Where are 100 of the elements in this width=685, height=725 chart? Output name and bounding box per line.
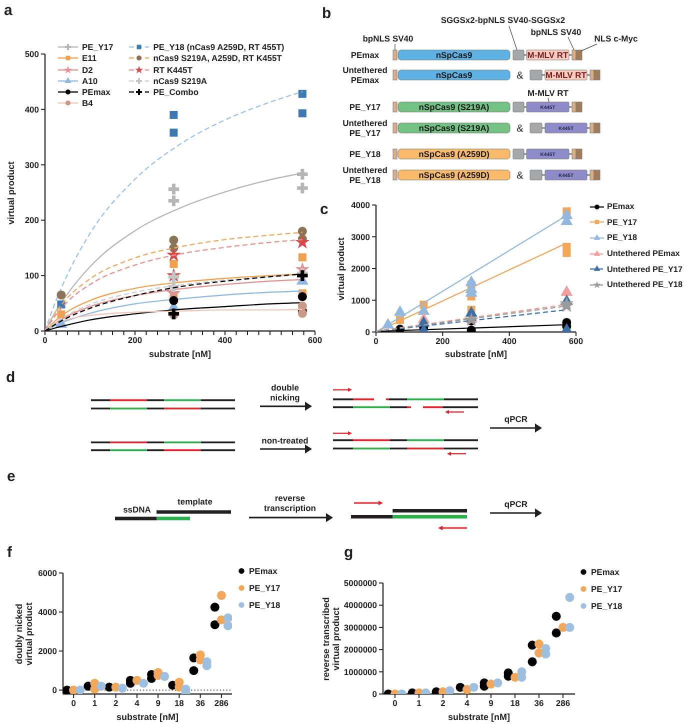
legend-label: A10	[82, 76, 98, 86]
text: non-treated	[262, 436, 308, 446]
x-tick-label: 9	[156, 698, 161, 708]
text: e	[7, 468, 16, 485]
x-tick-label: 0	[71, 698, 76, 708]
point	[295, 234, 310, 248]
text: M-MLV RT	[527, 50, 570, 60]
y-tick-label: 300	[24, 160, 40, 170]
text: d	[6, 369, 16, 386]
text: PEmax	[350, 50, 380, 60]
text: Untethered PE_Y17	[342, 118, 388, 138]
text: &	[516, 124, 524, 134]
chart-title: c	[320, 201, 328, 218]
point	[168, 195, 180, 206]
text: nSpCas9 (S219A)	[418, 102, 490, 112]
x-tick-label: 200	[128, 335, 142, 346]
y-tick-label: 0	[365, 327, 370, 338]
point	[298, 90, 306, 98]
x-tick-label: 600	[568, 336, 584, 346]
legend-label: B4	[82, 98, 93, 108]
point	[394, 305, 406, 316]
x-tick-label: 4	[464, 698, 470, 708]
y-tick-label: 2000000	[344, 644, 378, 655]
x-tick-label: 400	[502, 336, 517, 346]
y-tick-label: 2000	[38, 646, 58, 656]
y-tick-label: 0	[372, 689, 378, 700]
legend-label: PE_Y18	[607, 233, 638, 242]
text: qPCR	[504, 414, 528, 424]
point	[169, 296, 178, 306]
y-tick-label: 3000	[351, 232, 370, 242]
y-axis-title: virtual product	[336, 236, 346, 300]
x-tick-label: 400	[218, 335, 232, 346]
legend-label: Untethered PE_Y17	[607, 264, 683, 274]
text: NLS c-Myc	[594, 34, 638, 44]
text: nSpCas9 (S219A)	[418, 123, 490, 133]
legend-label: PE_Y17	[607, 218, 638, 227]
legend-label: PE_Y17	[591, 584, 622, 594]
legend-label: PE_Combo	[153, 87, 199, 98]
text: bpNLS SV40	[362, 34, 414, 44]
x-tick-label: 2	[440, 698, 446, 708]
y-tick-label: 100	[24, 270, 40, 281]
x-tick-label: 18	[174, 698, 184, 708]
text: nSpCas9	[436, 70, 472, 80]
legend-label: PEmax	[82, 87, 110, 98]
x-tick-label: 1	[416, 698, 422, 708]
y-tick-label: 400	[24, 104, 40, 114]
text: &	[516, 70, 524, 82]
point	[169, 236, 178, 245]
x-tick-label: 36	[534, 698, 544, 708]
legend-label: PEmax	[607, 202, 634, 212]
x-tick-label: 0	[392, 698, 398, 708]
text: PE_Y17	[349, 102, 381, 112]
y-tick-label: 2000	[351, 264, 370, 274]
x-tick-label: 36	[196, 698, 206, 708]
point	[170, 110, 178, 119]
text: nSpCas9 (A259D)	[418, 149, 490, 159]
x-axis-title: substrate [nM]	[448, 712, 510, 722]
point	[559, 296, 574, 310]
legend-label: PE_Y18	[591, 601, 622, 611]
point	[298, 292, 307, 302]
x-tick-label: 200	[436, 336, 450, 346]
text: &	[516, 170, 524, 182]
point	[464, 312, 479, 326]
y-tick-label: 200	[24, 215, 40, 226]
x-axis-title: substrate [nM]	[148, 349, 212, 359]
text: M-MLV RT	[546, 70, 588, 80]
point	[298, 253, 306, 262]
text: PE_Y18	[349, 149, 381, 159]
text: Untethered PE_Y18	[342, 165, 388, 185]
x-tick-label: 1	[92, 698, 98, 708]
y-tick-label: 500	[24, 49, 40, 60]
y-tick-label: 5000000	[344, 578, 378, 588]
x-axis-title: substrate [nM]	[444, 349, 508, 359]
y-tick-label: 1000000	[344, 666, 378, 677]
legend-label: Untethered PEmax	[607, 249, 680, 258]
text: nSpCas9 (A259D)	[418, 170, 490, 180]
text: SGGSx2-bpNLS SV40-SGGSx2	[440, 15, 566, 25]
x-tick-label: 2	[113, 698, 118, 708]
y-tick-label: 6000	[38, 568, 58, 578]
text: M-MLV RT	[528, 88, 570, 98]
text: double nicking	[270, 382, 300, 403]
y-tick-label: 4000	[351, 200, 370, 210]
x-tick-label: 286	[214, 698, 229, 708]
y-tick-label: 1000	[351, 295, 370, 306]
x-axis-title: substrate [nM]	[116, 712, 179, 722]
point	[560, 285, 573, 296]
text: Untethered PEmax	[342, 65, 388, 85]
text: b	[322, 5, 332, 22]
legend-label: Untethered PE_Y18	[607, 280, 683, 290]
point	[168, 184, 180, 195]
text: nSpCas9	[436, 50, 472, 60]
x-tick-label: 600	[308, 335, 322, 346]
text: template	[178, 496, 213, 506]
legend-label: PE_Y17	[82, 42, 114, 52]
y-tick-label: 0	[52, 685, 58, 696]
y-axis-title: virtual product	[6, 160, 16, 224]
legend-label: E11	[82, 53, 97, 64]
legend-label: PE_Y18 (nCas9 A259D, RT 455T)	[153, 42, 284, 52]
point	[170, 260, 178, 268]
point	[562, 248, 571, 257]
